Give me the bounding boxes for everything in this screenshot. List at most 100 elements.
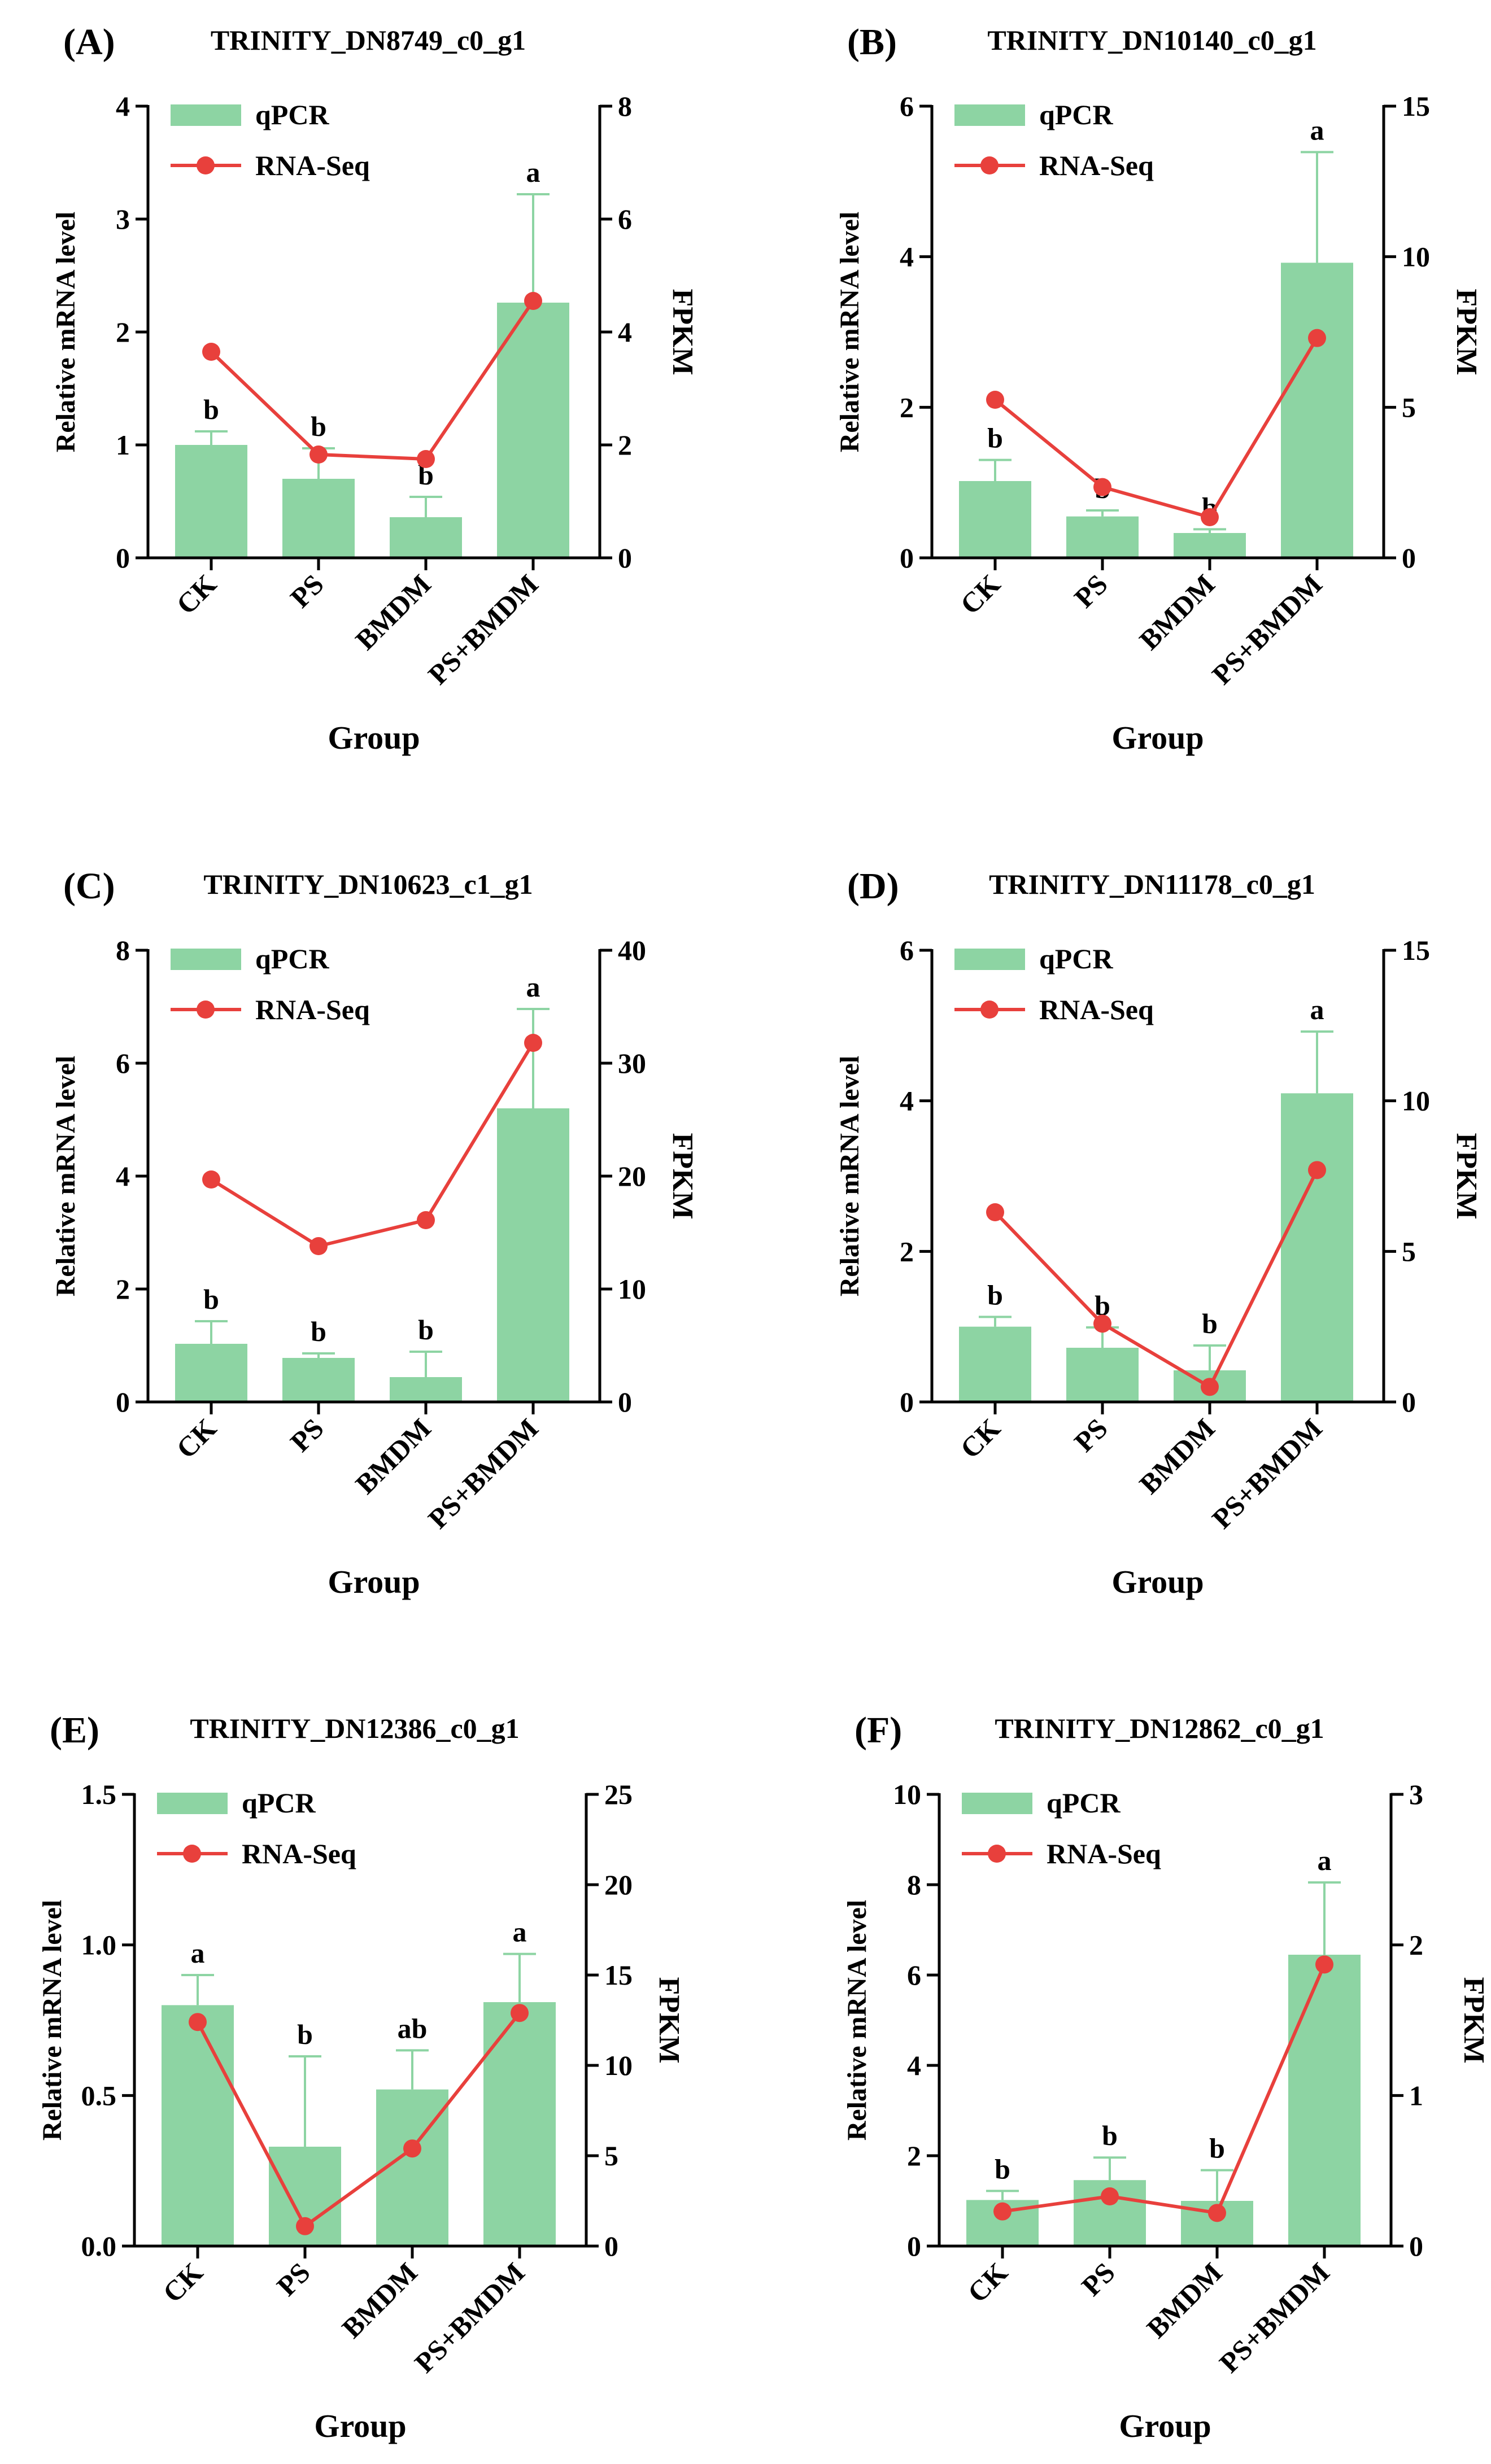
x-tick-label: PS (284, 568, 330, 614)
significance-label: a (1310, 994, 1324, 1025)
legend-swatch-qpcr (171, 949, 241, 970)
qpcr-bar (1281, 263, 1353, 558)
legend-marker-rnaseq (980, 156, 999, 174)
x-tick-label: PS+BMDM (1213, 2256, 1336, 2379)
right-tick-label: 40 (618, 934, 646, 966)
chart-title: TRINITY_DN12862_c0_g1 (995, 1712, 1324, 1744)
legend-label-rnaseq: RNA-Seq (1039, 150, 1154, 181)
significance-label: b (418, 1314, 434, 1345)
qpcr-bar (175, 1344, 247, 1402)
significance-label: b (311, 410, 326, 442)
right-tick-label: 0 (604, 2230, 618, 2262)
significance-label: b (1209, 2133, 1225, 2164)
right-tick-label: 10 (1402, 1085, 1430, 1117)
significance-label: a (1318, 1845, 1332, 1876)
x-tick-label: CK (961, 2256, 1014, 2309)
qpcr-bar (959, 481, 1031, 558)
significance-label: b (203, 394, 219, 425)
left-tick-label: 2 (907, 2140, 921, 2172)
significance-label: b (987, 1279, 1003, 1310)
right-axis-title: FPKM (1458, 1977, 1490, 2063)
x-tick-label: PS (1068, 1412, 1114, 1458)
legend-label-qpcr: qPCR (1039, 99, 1113, 130)
right-tick-label: 10 (604, 2050, 633, 2081)
right-tick-label: 20 (618, 1160, 646, 1192)
right-tick-label: 20 (604, 1869, 633, 1901)
right-tick-label: 5 (1402, 1235, 1416, 1267)
rnaseq-point (524, 292, 542, 310)
qpcr-bar (959, 1326, 1031, 1402)
panel-b-label: (B) (847, 21, 897, 63)
qpcr-bar (497, 1108, 569, 1402)
qpcr-bar (162, 2005, 234, 2246)
x-tick-label: PS+BMDM (1206, 1412, 1328, 1535)
panel-a-label: (A) (63, 21, 115, 63)
left-tick-label: 6 (907, 1959, 921, 1991)
significance-label: b (995, 2153, 1010, 2185)
rnaseq-point (1093, 1314, 1111, 1333)
panel-c-label: (C) (63, 866, 115, 907)
rnaseq-point (1201, 1378, 1219, 1396)
rnaseq-point (993, 2202, 1012, 2221)
legend-swatch-qpcr (962, 1793, 1032, 1814)
x-tick-label: BMDM (335, 2256, 423, 2344)
left-tick-label: 4 (907, 2050, 921, 2081)
left-tick-label: 1 (116, 429, 130, 461)
left-tick-label: 4 (116, 1160, 130, 1192)
right-tick-label: 1 (1409, 2079, 1423, 2111)
left-tick-label: 6 (900, 90, 914, 122)
legend-label-rnaseq: RNA-Seq (255, 150, 370, 181)
left-tick-label: 0 (907, 2230, 921, 2262)
rnaseq-line (196, 2012, 521, 2228)
y-axis-title: Relative mRNA level (51, 1056, 81, 1297)
chart-panel: (B)TRINITY_DN10140_c0_g1bbba0246051015CK… (835, 21, 1483, 756)
qpcr-bar (1066, 516, 1139, 558)
left-tick-label: 0 (116, 542, 130, 574)
left-tick-label: 4 (116, 90, 130, 122)
qpcr-bar (1174, 533, 1246, 558)
rnaseq-point (511, 2004, 529, 2022)
legend-swatch-qpcr (954, 104, 1025, 126)
qpcr-bar (1281, 1093, 1353, 1402)
rnaseq-line (210, 300, 535, 461)
x-tick-label: CK (170, 1412, 223, 1465)
rnaseq-point (986, 391, 1004, 409)
significance-label: b (987, 422, 1003, 454)
right-tick-label: 5 (604, 2140, 618, 2172)
legend-label-qpcr: qPCR (1039, 943, 1113, 975)
right-tick-label: 5 (1402, 391, 1416, 423)
x-axis-title: Group (1111, 1563, 1204, 1600)
y-axis-title: Relative mRNA level (835, 1056, 865, 1297)
rnaseq-point (189, 2013, 207, 2032)
x-tick-label: PS+BMDM (422, 568, 544, 691)
rnaseq-point (1201, 508, 1219, 526)
right-tick-label: 0 (1402, 542, 1416, 574)
x-tick-label: PS+BMDM (1206, 568, 1328, 691)
left-tick-label: 2 (116, 316, 130, 348)
legend-marker-rnaseq (183, 1845, 201, 1863)
x-tick-label: PS+BMDM (408, 2256, 531, 2379)
right-tick-label: 2 (1409, 1929, 1423, 1961)
rnaseq-point (1308, 1161, 1326, 1179)
x-tick-label: BMDM (349, 1412, 437, 1500)
right-axis-title: FPKM (666, 289, 699, 375)
right-tick-label: 2 (618, 429, 632, 461)
left-tick-label: 0 (900, 542, 914, 574)
right-tick-label: 30 (618, 1047, 646, 1079)
legend-swatch-qpcr (954, 949, 1025, 970)
rnaseq-point (1101, 2187, 1119, 2205)
significance-label: b (1202, 1308, 1218, 1339)
legend-swatch-qpcr (157, 1793, 228, 1814)
right-tick-label: 15 (604, 1959, 633, 1991)
chart-title: TRINITY_DN11178_c0_g1 (989, 868, 1315, 900)
chart-panel: (F) TRINITY_DN12862_c0_g1b b b a 0 2 4 6 8 10 0 1 2 3 C… (842, 1710, 1490, 2444)
right-tick-label: 3 (1409, 1779, 1423, 1810)
x-tick-label: PS (284, 1412, 330, 1458)
rnaseq-point (309, 445, 328, 464)
legend-label-qpcr: qPCR (255, 99, 329, 130)
left-tick-label: 0.5 (81, 2079, 117, 2111)
qpcr-bar (1288, 1955, 1361, 2246)
significance-label: a (1310, 114, 1324, 146)
qpcr-bar (282, 1358, 355, 1402)
significance-label: b (311, 1316, 326, 1347)
